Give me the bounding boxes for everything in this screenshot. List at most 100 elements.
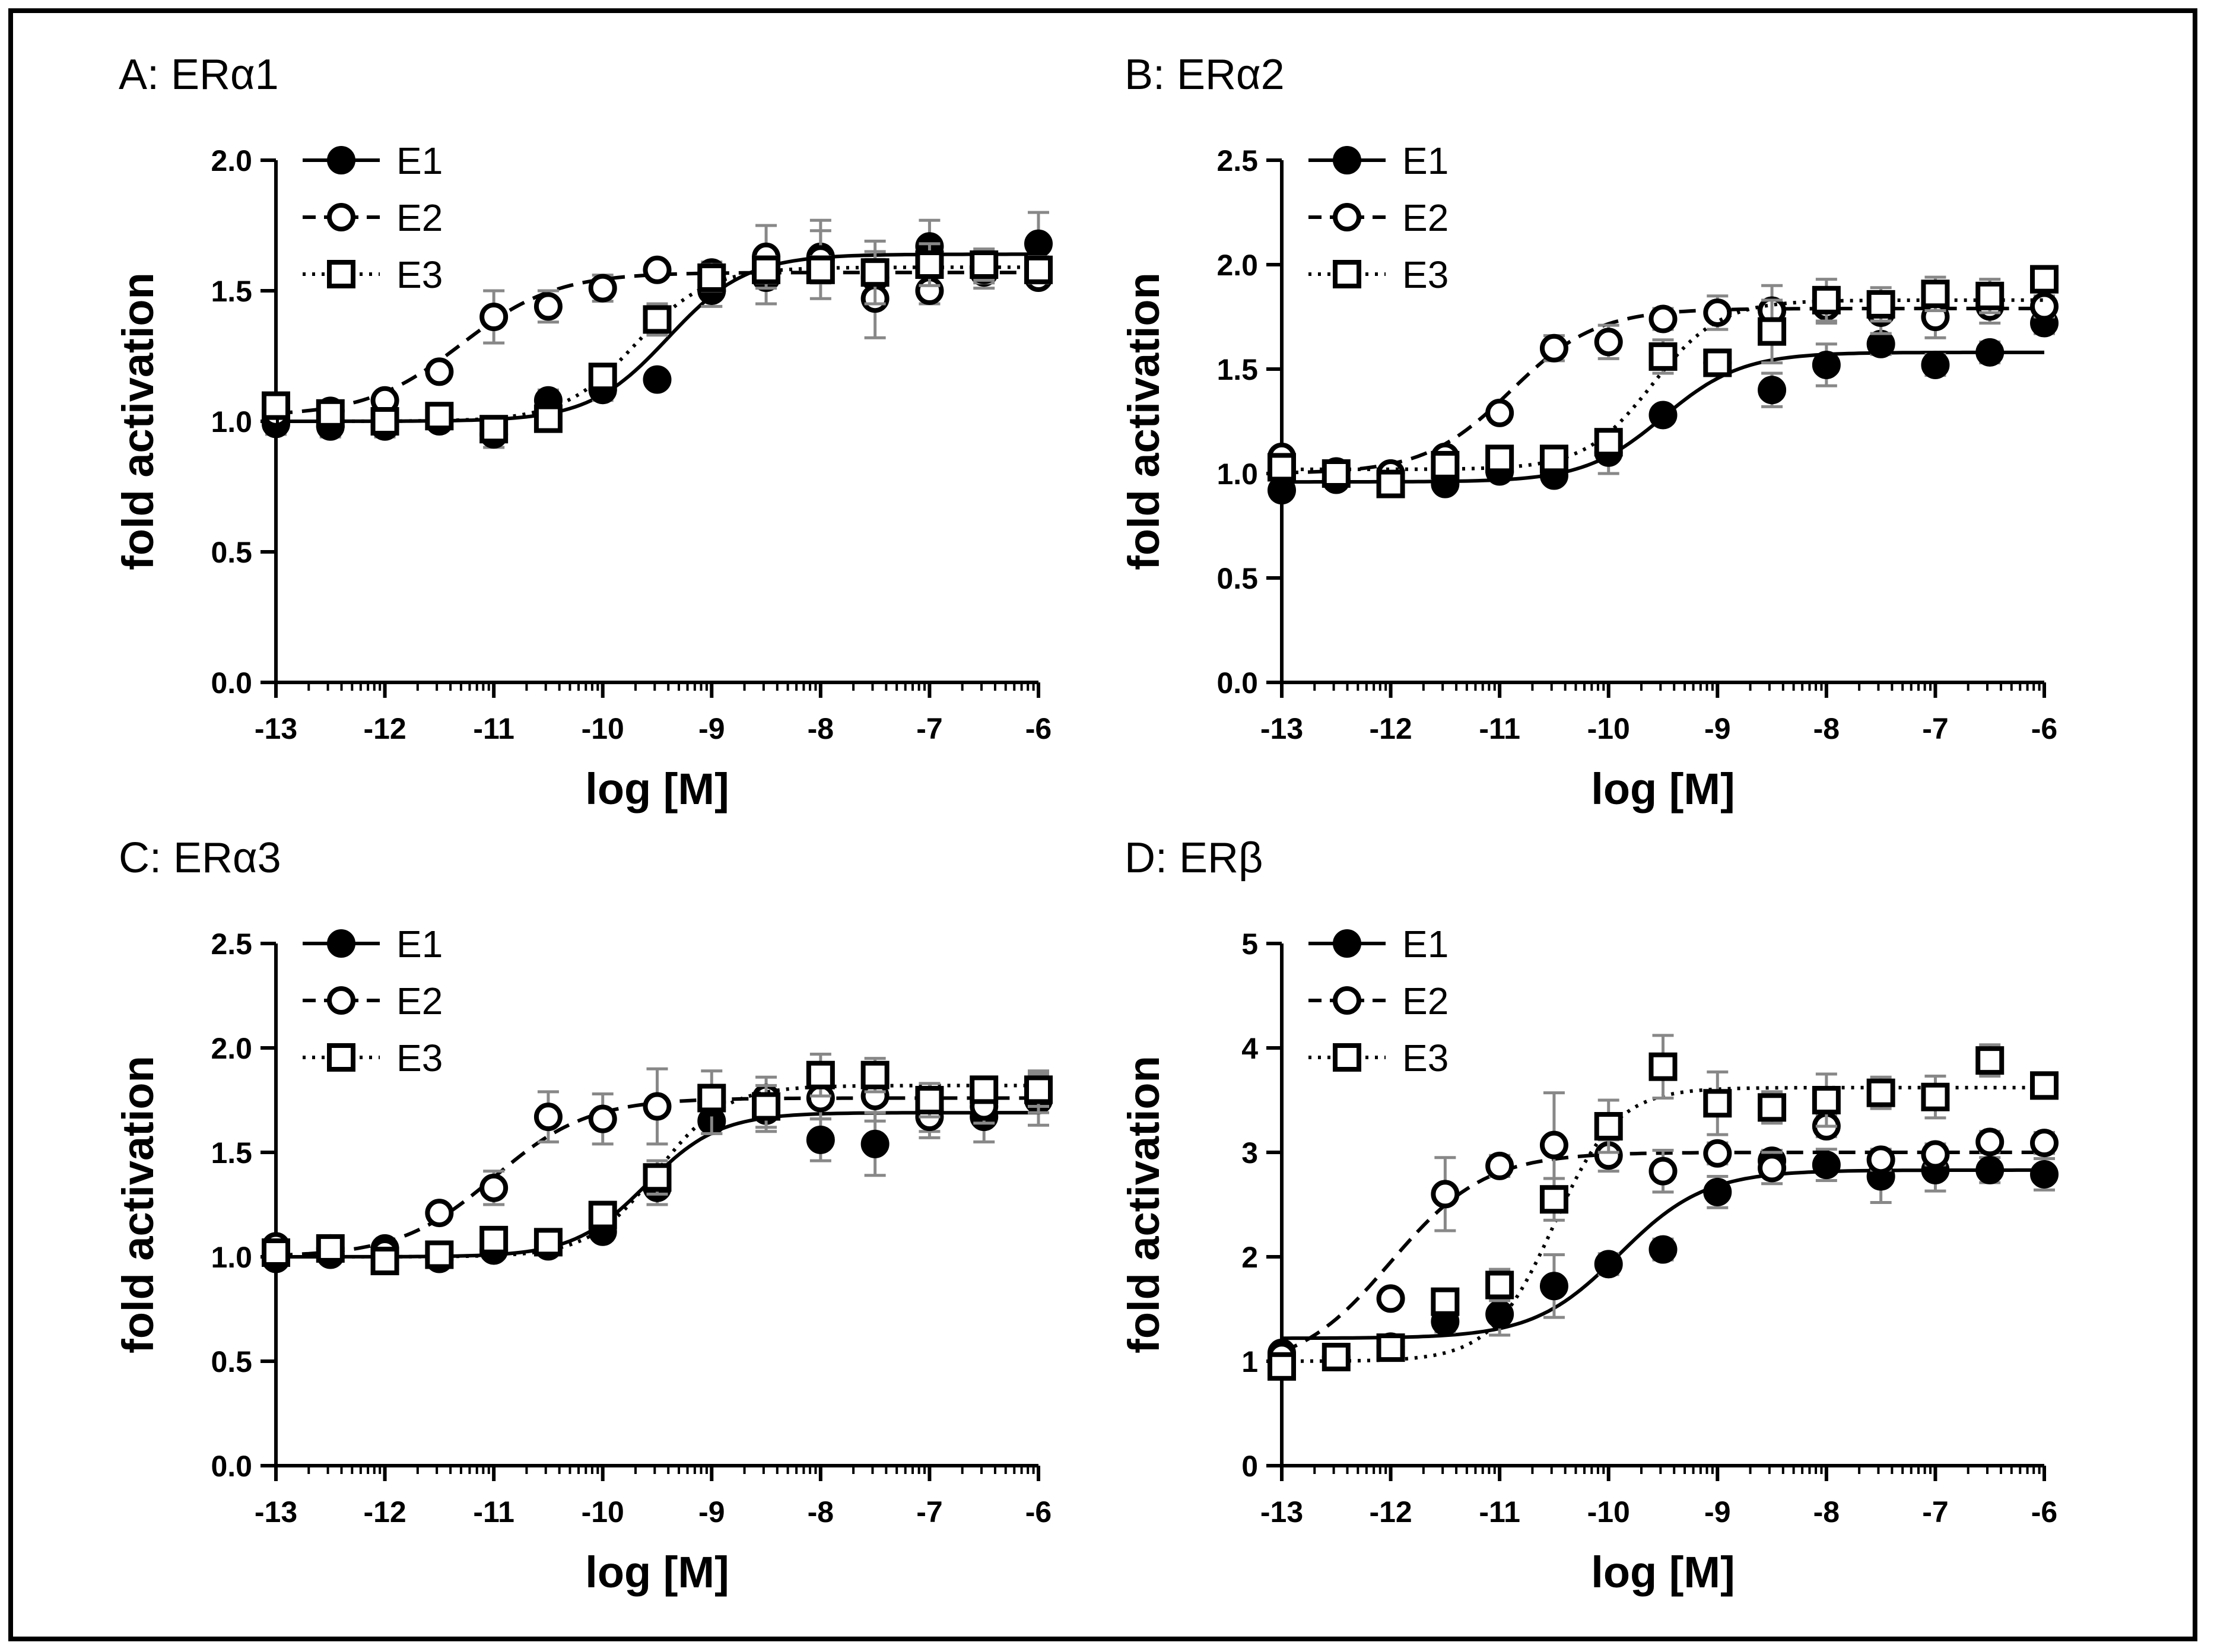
data-point	[2030, 292, 2059, 321]
data-point	[479, 1173, 509, 1202]
legend-label-e2: E2	[396, 980, 443, 1022]
y-tick-label: 2.5	[211, 927, 252, 961]
data-point	[1376, 1284, 1405, 1313]
series-e3: E3	[262, 239, 1053, 444]
y-tick-label: 2.5	[1216, 144, 1258, 177]
data-point	[1485, 1151, 1514, 1180]
data-point	[1921, 1082, 1950, 1111]
data-point	[860, 1129, 890, 1158]
y-tick-label: 2.0	[211, 144, 252, 177]
legend-marker-e2	[1333, 986, 1361, 1015]
x-axis-label: log [M]	[1591, 764, 1735, 814]
legend-marker-e1	[327, 929, 355, 958]
chart-panel-b: B: ERα2 0.0 0.5 1.0 1.5 2.0 2.5 -13 -12 -11 -10 -9 -…	[1119, 51, 2059, 814]
data-point	[643, 1163, 672, 1192]
x-tick-label: -12	[363, 1495, 406, 1529]
legend-label-e1: E1	[396, 139, 443, 182]
legend-label-e2: E2	[1402, 196, 1449, 239]
x-tick-label: -6	[2031, 1495, 2057, 1529]
x-tick-label: -10	[1587, 712, 1630, 745]
y-axis-label: fold activation	[113, 272, 163, 570]
fit-curve-e2	[275, 271, 1038, 415]
series-e2: E2	[262, 980, 1053, 1267]
data-point	[1594, 428, 1623, 457]
y-tick-label: 3	[1241, 1136, 1258, 1170]
data-point	[1866, 1145, 1895, 1174]
y-tick-label: 1.0	[1216, 458, 1258, 491]
data-point	[970, 1075, 999, 1104]
data-point	[1812, 1151, 1841, 1180]
x-axis-label: log [M]	[585, 1548, 729, 1597]
data-point	[1648, 304, 1678, 333]
data-point	[643, 255, 672, 284]
x-tick-label: -6	[1025, 712, 1052, 745]
x-tick-label: -13	[1260, 1495, 1303, 1529]
data-point	[1703, 298, 1732, 327]
data-point	[1975, 338, 2005, 367]
data-point	[1648, 1235, 1678, 1264]
data-point	[425, 357, 454, 386]
data-point	[1812, 285, 1841, 314]
panel-title-b: B: ERα2	[1125, 51, 1285, 99]
fit-curve-e1	[1282, 1168, 2044, 1340]
y-tick-label: 1.5	[211, 1136, 252, 1170]
data-point	[1594, 1112, 1623, 1140]
data-point	[588, 274, 617, 303]
panel-title-c: C: ERα3	[119, 834, 281, 882]
y-tick-label: 1.5	[211, 275, 252, 308]
data-point	[1975, 1127, 2005, 1157]
legend-label-e2: E2	[1402, 980, 1449, 1022]
data-point	[1539, 333, 1568, 363]
data-point	[2030, 1129, 2059, 1158]
data-point	[2030, 1159, 2059, 1189]
data-point	[1431, 450, 1460, 479]
panel-title-d: D: ERβ	[1125, 834, 1263, 882]
data-point	[697, 263, 726, 292]
data-point	[588, 1200, 617, 1230]
data-point	[1322, 1342, 1351, 1371]
y-axis-label: fold activation	[1119, 1056, 1168, 1354]
data-point	[2030, 1071, 2059, 1100]
data-point	[752, 1092, 781, 1121]
data-point	[1921, 279, 1950, 309]
data-point	[316, 399, 345, 428]
legend-marker-e2	[327, 203, 355, 231]
data-point	[1648, 342, 1678, 371]
data-point	[806, 255, 835, 284]
x-tick-label: -13	[255, 712, 297, 745]
x-tick-label: -11	[473, 1495, 514, 1529]
data-point	[1648, 1052, 1678, 1081]
x-tick-label: -7	[1922, 1495, 1948, 1529]
x-tick-label: -10	[582, 1495, 624, 1529]
data-point	[1268, 453, 1296, 482]
legend-label-e3: E3	[1402, 1037, 1449, 1079]
legend-marker-e2	[1333, 203, 1361, 231]
panel-title-a: A: ERα1	[119, 51, 279, 99]
data-point	[643, 305, 672, 334]
data-point	[533, 292, 563, 321]
y-tick-label: 0.5	[1216, 562, 1258, 595]
data-point	[752, 255, 781, 284]
x-tick-label: -6	[2031, 712, 2057, 745]
data-point	[1758, 376, 1787, 405]
data-point	[1921, 1140, 1950, 1169]
x-tick-label: -13	[255, 1495, 297, 1529]
x-tick-label: -12	[1369, 712, 1412, 745]
y-tick-label: 2.0	[211, 1032, 252, 1065]
data-point	[1376, 469, 1405, 498]
data-point	[1975, 1155, 2005, 1184]
x-tick-label: -11	[1479, 1495, 1520, 1529]
x-tick-label: -12	[363, 712, 406, 745]
data-point	[643, 1092, 672, 1121]
data-point	[1648, 401, 1678, 430]
data-point	[643, 365, 672, 394]
data-point	[915, 1086, 944, 1114]
y-tick-label: 4	[1241, 1032, 1258, 1065]
data-point	[1594, 328, 1623, 357]
y-tick-label: 0.0	[1216, 666, 1258, 700]
x-tick-label: -9	[698, 712, 725, 745]
legend-marker-e1	[327, 146, 355, 174]
data-point	[479, 303, 509, 331]
data-point	[1539, 1185, 1568, 1214]
